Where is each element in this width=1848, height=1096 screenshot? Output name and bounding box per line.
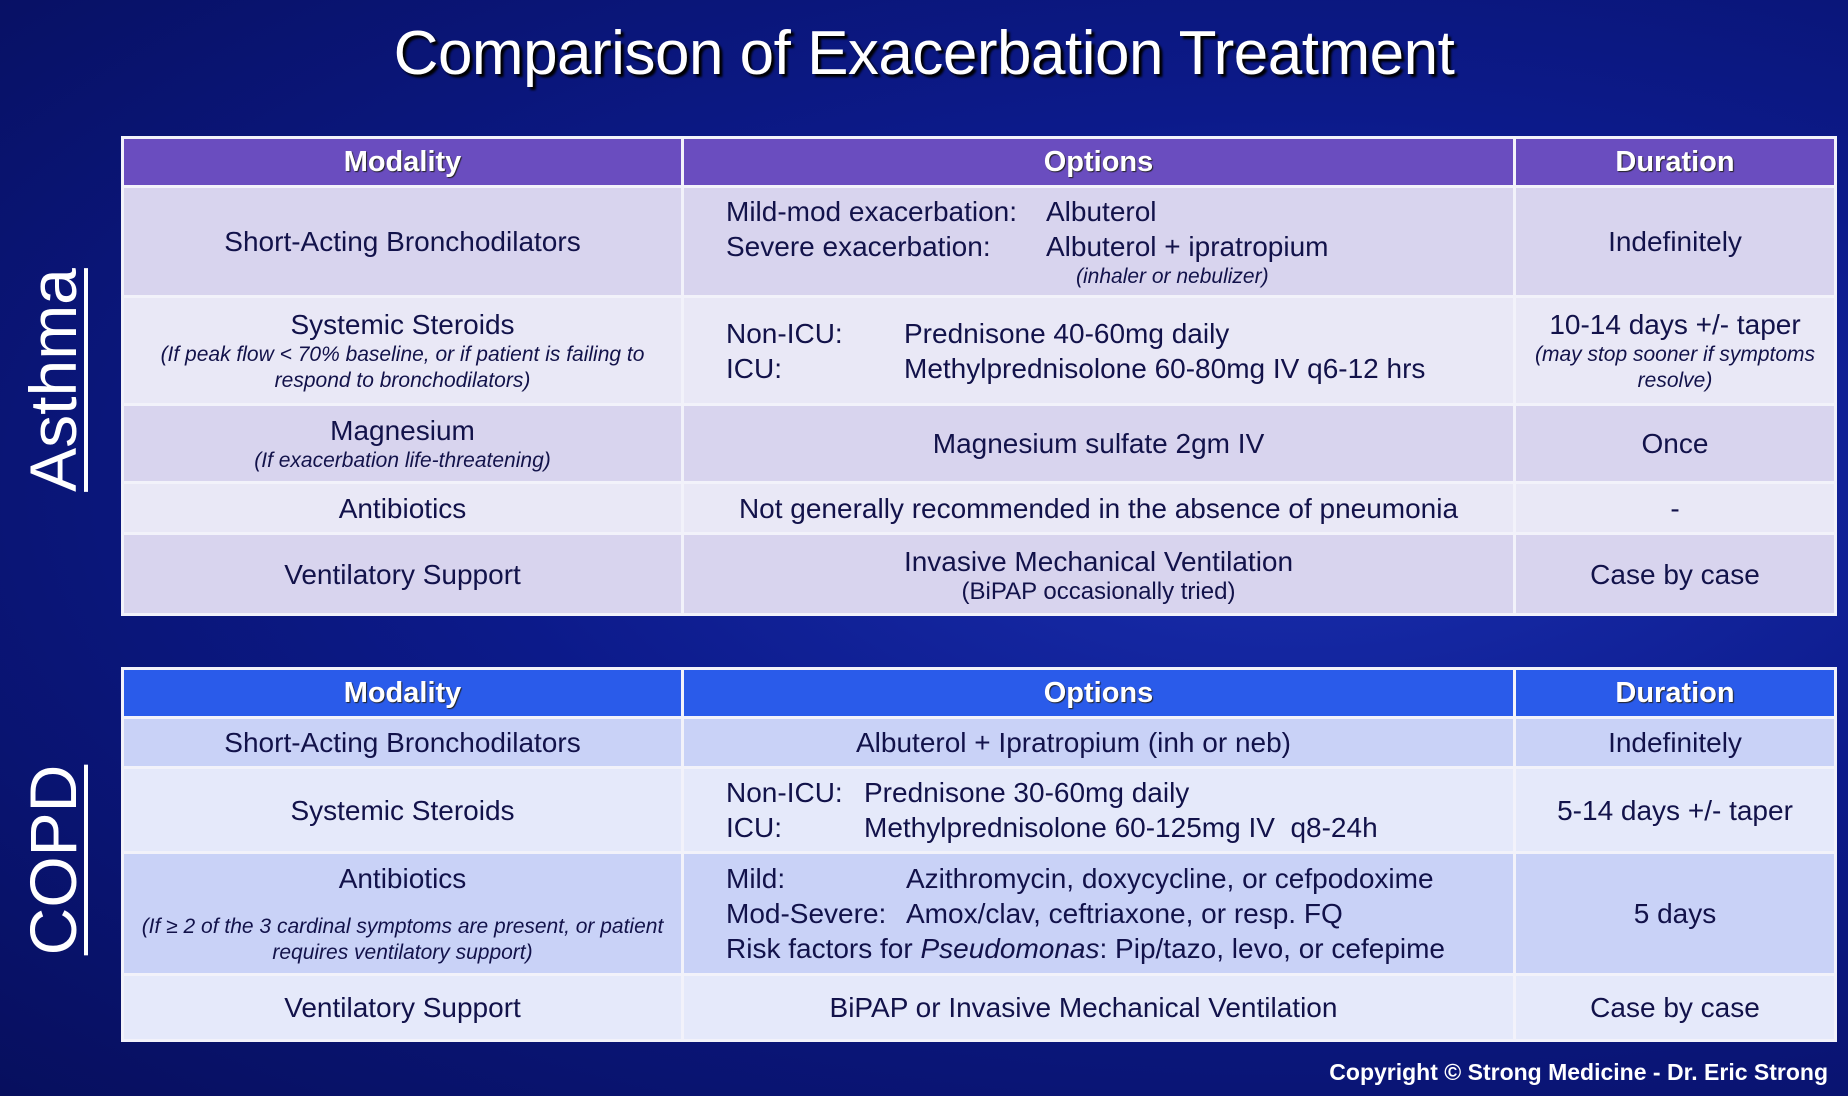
- modality-cell: Ventilatory Support: [121, 532, 684, 616]
- duration-cell: 5-14 days +/- taper: [1513, 766, 1837, 854]
- risk-organism: Pseudomonas: [920, 933, 1100, 964]
- slide-title: Comparison of Exacerbation Treatment: [393, 19, 1455, 88]
- table-row: Ventilatory Support BiPAP or Invasive Me…: [121, 973, 1837, 1042]
- option-value: Azithromycin, doxycycline, or cefpodoxim…: [906, 863, 1434, 894]
- duration-cell: Case by case: [1513, 532, 1837, 616]
- option-label: Mod-Severe:: [726, 898, 887, 929]
- modality-cell: Antibiotics (If ≥ 2 of the 3 cardinal sym…: [121, 851, 684, 976]
- header-duration: Duration: [1513, 136, 1837, 188]
- duration-cell: Indefinitely: [1513, 716, 1837, 769]
- options-cell: Invasive Mechanical Ventilation (BiPAP oc…: [681, 532, 1516, 616]
- modality-cell: Short-Acting Bronchodilators: [121, 185, 684, 298]
- risk-suffix: : Pip/tazo, levo, or cefepime: [1099, 933, 1446, 964]
- option-value: Prednisone 30-60mg daily: [864, 777, 1190, 808]
- duration-note: (may stop sooner if symptoms resolve): [1534, 343, 1816, 392]
- table-row: Magnesium (If exacerbation life-threateni…: [121, 403, 1837, 484]
- modality-cell: Short-Acting Bronchodilators: [121, 716, 684, 769]
- option-value: Amox/clav, ceftriaxone, or resp. FQ: [906, 898, 1343, 929]
- option-label: Non-ICU:: [726, 317, 843, 349]
- option-label: Mild:: [726, 863, 786, 894]
- modality-cell: Systemic Steroids: [121, 766, 684, 854]
- option-value: Methylprednisolone 60-125mg IV q8-24h: [864, 812, 1378, 843]
- duration-cell: Indefinitely: [1513, 185, 1837, 298]
- duration-cell: 5 days: [1513, 851, 1837, 976]
- duration-cell: -: [1513, 481, 1837, 535]
- table-row: Antibiotics (If ≥ 2 of the 3 cardinal sym…: [121, 851, 1837, 976]
- option-label: ICU:: [726, 812, 782, 843]
- duration-cell: Case by case: [1513, 973, 1837, 1042]
- modality-cell: Magnesium (If exacerbation life-threateni…: [121, 403, 684, 484]
- modality-note: (If peak flow < 70% baseline, or if pati…: [160, 343, 645, 392]
- options-cell: BiPAP or Invasive Mechanical Ventilation: [681, 973, 1516, 1042]
- option-label: Mild-mod exacerbation:: [726, 195, 1018, 227]
- asthma-label: Asthma: [16, 268, 90, 492]
- modality-note: (If exacerbation life-threatening): [254, 449, 551, 472]
- duration-cell: 10-14 days +/- taper (may stop sooner if …: [1513, 295, 1837, 406]
- copyright-notice: Copyright © Strong Medicine - Dr. Eric S…: [1329, 1059, 1828, 1085]
- pseudomonas-line: Risk factors for Pseudomonas: Pip/tazo, …: [726, 931, 1503, 966]
- options-cell: Magnesium sulfate 2gm IV: [681, 403, 1516, 484]
- option-value: Albuterol: [1046, 195, 1157, 227]
- duration-cell: Once: [1513, 403, 1837, 484]
- options-cell: Mild-mod exacerbation: Albuterol Severe e…: [681, 185, 1516, 298]
- table-row: Short-Acting Bronchodilators Mild-mod ex…: [121, 185, 1837, 298]
- modality-text: Magnesium: [330, 415, 475, 446]
- modality-note: (If ≥ 2 of the 3 cardinal symptoms are p…: [141, 915, 664, 964]
- option-label: Severe exacerbation:: [726, 230, 991, 262]
- header-options: Options: [681, 667, 1516, 719]
- asthma-table: Modality Options Duration Short-Acting B…: [121, 136, 1837, 616]
- header-duration: Duration: [1513, 667, 1837, 719]
- risk-prefix: Risk factors for: [726, 933, 921, 964]
- copd-table: Modality Options Duration Short-Acting B…: [121, 667, 1837, 1042]
- table-row: Systemic Steroids Non-ICU: Prednisone 30-…: [121, 766, 1837, 854]
- options-cell: Non-ICU: Prednisone 40-60mg daily ICU: Met…: [681, 295, 1516, 406]
- modality-text: Antibiotics: [338, 863, 467, 894]
- table-row: Short-Acting Bronchodilators Albuterol +…: [121, 716, 1837, 769]
- duration-text: 10-14 days +/- taper: [1549, 309, 1801, 340]
- header-modality: Modality: [121, 136, 684, 188]
- option-label: ICU:: [726, 352, 782, 384]
- option-value: Prednisone 40-60mg daily: [904, 317, 1230, 349]
- option-label: Non-ICU:: [726, 777, 843, 808]
- options-cell: Non-ICU: Prednisone 30-60mg daily ICU: Met…: [681, 766, 1516, 854]
- header-modality: Modality: [121, 667, 684, 719]
- option-text: Invasive Mechanical Ventilation: [903, 545, 1294, 577]
- options-cell: Mild: Azithromycin, doxycycline, or cefpo…: [681, 851, 1516, 976]
- option-note: (BiPAP occasionally tried): [961, 577, 1236, 605]
- modality-cell: Antibiotics: [121, 481, 684, 535]
- header-row: Modality Options Duration: [121, 667, 1837, 719]
- header-options: Options: [681, 136, 1516, 188]
- header-row: Modality Options Duration: [121, 136, 1837, 188]
- table-row: Ventilatory Support Invasive Mechanical …: [121, 532, 1837, 616]
- option-note: (inhaler or nebulizer): [1076, 264, 1269, 288]
- option-value: Albuterol + ipratropium: [1046, 230, 1329, 262]
- options-cell: Not generally recommended in the absence…: [681, 481, 1516, 535]
- table-row: Systemic Steroids (If peak flow < 70% bas…: [121, 295, 1837, 406]
- copd-label: COPD: [16, 764, 90, 956]
- options-cell: Albuterol + Ipratropium (inh or neb): [681, 716, 1516, 769]
- option-value: Methylprednisolone 60-80mg IV q6-12 hrs: [904, 352, 1426, 384]
- modality-text: Systemic Steroids: [290, 309, 515, 340]
- modality-cell: Ventilatory Support: [121, 973, 684, 1042]
- modality-cell: Systemic Steroids (If peak flow < 70% bas…: [121, 295, 684, 406]
- table-row: Antibiotics Not generally recommended in…: [121, 481, 1837, 535]
